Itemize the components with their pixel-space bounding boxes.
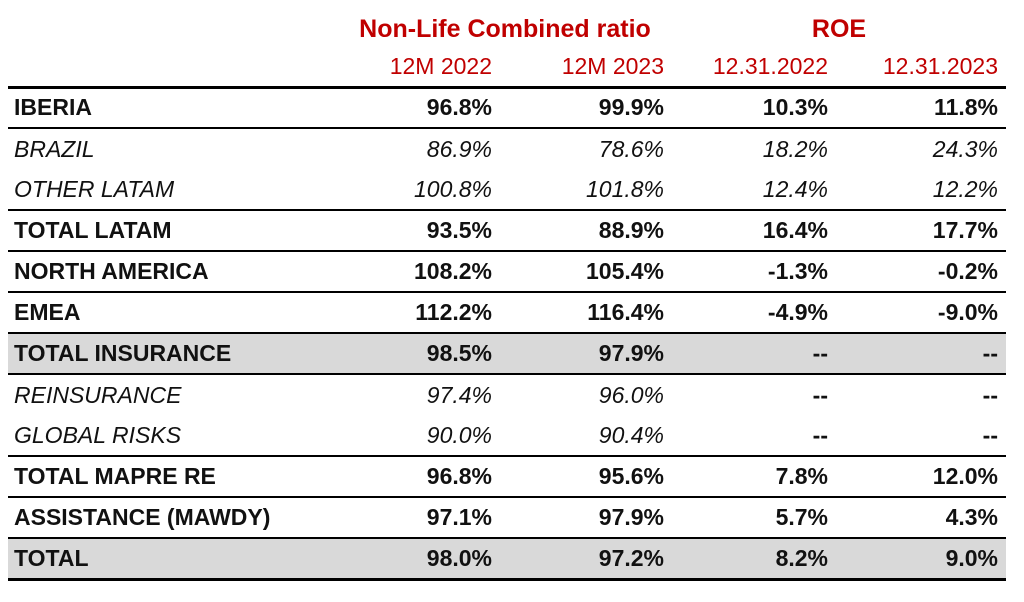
table-row: OTHER LATAM 100.8% 101.8% 12.4% 12.2% [8,169,1006,211]
cell-value: 99.9% [500,87,672,129]
cell-value: 4.3% [836,497,1006,539]
cell-value: 12.4% [672,169,836,211]
cell-value: -1.3% [672,251,836,293]
row-label: TOTAL [8,538,338,581]
cell-value: 98.5% [338,333,500,375]
cell-value: 10.3% [672,87,836,129]
table-row: BRAZIL 86.9% 78.6% 18.2% 24.3% [8,128,1006,169]
cell-value: 16.4% [672,210,836,252]
group-header-combined-ratio: Non-Life Combined ratio [359,14,651,43]
cell-value: 101.8% [500,169,672,211]
table-row: EMEA 112.2% 116.4% -4.9% -9.0% [8,292,1006,334]
cell-value: -0.2% [836,251,1006,293]
cell-value: 95.6% [500,456,672,498]
cell-value: 98.0% [338,538,500,581]
cell-value: 17.7% [836,210,1006,252]
table-body: IBERIA 96.8% 99.9% 10.3% 11.8% BRAZIL 86… [8,87,1006,581]
cell-value: 97.1% [338,497,500,539]
row-label: EMEA [8,292,338,334]
financial-results-table: Non-Life Combined ratio ROE 12M 2022 12M… [8,6,1006,581]
cell-value: 100.8% [338,169,500,211]
column-group-row: Non-Life Combined ratio ROE [8,6,1006,52]
cell-value: 5.7% [672,497,836,539]
table-row: ASSISTANCE (MAWDY) 97.1% 97.9% 5.7% 4.3% [8,497,1006,539]
cell-value: 7.8% [672,456,836,498]
cell-value: -4.9% [672,292,836,334]
column-header-row: 12M 2022 12M 2023 12.31.2022 12.31.2023 [8,52,1006,89]
cell-value: 97.2% [500,538,672,581]
row-label: IBERIA [8,87,338,129]
cell-value: 90.4% [500,415,672,457]
cell-value: 108.2% [338,251,500,293]
table-row: NORTH AMERICA 108.2% 105.4% -1.3% -0.2% [8,251,1006,293]
table-row: IBERIA 96.8% 99.9% 10.3% 11.8% [8,87,1006,129]
cell-value: 116.4% [500,292,672,334]
cell-value: 96.8% [338,87,500,129]
cell-value: 86.9% [426,135,492,162]
corner-cell [8,52,338,89]
cell-value: -- [836,415,1006,457]
table-header: Non-Life Combined ratio ROE 12M 2022 12M… [8,6,1006,89]
row-label: GLOBAL RISKS [8,415,338,457]
table-row: REINSURANCE 97.4% 96.0% -- -- [8,374,1006,415]
row-label: NORTH AMERICA [8,251,338,293]
cell-value: 96.8% [338,456,500,498]
row-label: BRAZIL [14,135,95,162]
cell-value: 112.2% [338,292,500,334]
cell-value: 12.0% [836,456,1006,498]
cell-value: 11.8% [836,87,1006,129]
row-label: TOTAL MAPRE RE [8,456,338,498]
column-header-12m-2022: 12M 2022 [338,52,500,89]
cell-value: 97.9% [500,497,672,539]
cell-value: -- [982,381,998,408]
table-row: TOTAL INSURANCE 98.5% 97.9% -- -- [8,333,1006,375]
table-row: TOTAL 98.0% 97.2% 8.2% 9.0% [8,538,1006,581]
row-label: TOTAL INSURANCE [8,333,338,375]
cell-value: 18.2% [762,135,828,162]
cell-value: 12.2% [836,169,1006,211]
table-row: TOTAL MAPRE RE 96.8% 95.6% 7.8% 12.0% [8,456,1006,498]
cell-value: 24.3% [932,135,998,162]
group-header-roe: ROE [811,14,867,43]
cell-value: 88.9% [500,210,672,252]
row-label: TOTAL LATAM [8,210,338,252]
cell-value: -- [836,333,1006,375]
cell-value: 8.2% [672,538,836,581]
row-label: ASSISTANCE (MAWDY) [8,497,338,539]
column-header-12m-2023: 12M 2023 [500,52,672,89]
cell-value: 90.0% [338,415,500,457]
table-row: GLOBAL RISKS 90.0% 90.4% -- -- [8,415,1006,457]
cell-value: 97.4% [426,381,492,408]
row-label: REINSURANCE [14,381,182,408]
cell-value: 78.6% [598,135,664,162]
cell-value: 93.5% [338,210,500,252]
cell-value: -- [812,381,828,408]
table-row: TOTAL LATAM 93.5% 88.9% 16.4% 17.7% [8,210,1006,252]
corner-cell [8,6,338,52]
column-header-12-31-2022: 12.31.2022 [672,52,836,89]
cell-value: 9.0% [836,538,1006,581]
cell-value: 105.4% [500,251,672,293]
cell-value: -- [672,333,836,375]
cell-value: -9.0% [836,292,1006,334]
cell-value: -- [672,415,836,457]
column-header-12-31-2023: 12.31.2023 [836,52,1006,89]
cell-value: 97.9% [500,333,672,375]
row-label: OTHER LATAM [8,169,338,211]
cell-value: 96.0% [598,381,664,408]
